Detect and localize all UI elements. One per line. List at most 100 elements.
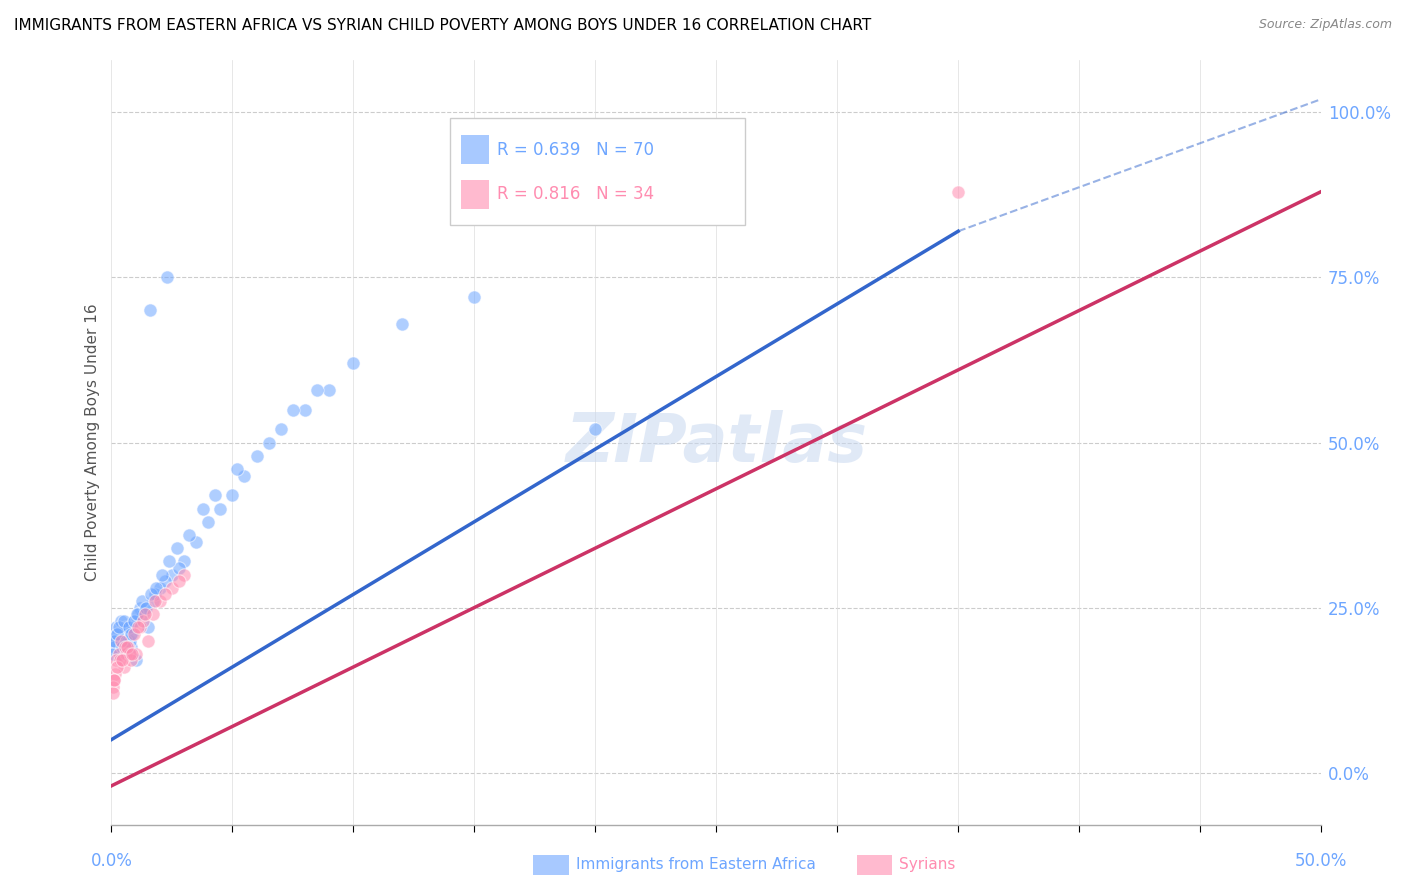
Point xyxy=(114,620,136,634)
Point xyxy=(111,633,134,648)
Point xyxy=(159,554,181,568)
Point xyxy=(141,594,163,608)
Point xyxy=(294,402,316,417)
Point xyxy=(221,488,243,502)
Point xyxy=(120,653,142,667)
Point xyxy=(204,488,226,502)
Point xyxy=(318,383,340,397)
Point xyxy=(166,541,188,556)
Point xyxy=(129,620,152,634)
Point xyxy=(257,435,280,450)
Point xyxy=(121,627,143,641)
Point xyxy=(107,633,129,648)
Point xyxy=(103,633,125,648)
Point xyxy=(132,607,155,622)
Point xyxy=(107,627,129,641)
Point xyxy=(108,620,131,634)
Point xyxy=(103,673,125,688)
Point xyxy=(115,640,138,655)
Point xyxy=(115,633,138,648)
Point xyxy=(193,501,215,516)
Point xyxy=(173,567,195,582)
Point xyxy=(167,561,190,575)
Point xyxy=(108,647,131,661)
Point xyxy=(124,614,146,628)
Point xyxy=(110,640,132,655)
Text: Source: ZipAtlas.com: Source: ZipAtlas.com xyxy=(1258,18,1392,31)
Text: IMMIGRANTS FROM EASTERN AFRICA VS SYRIAN CHILD POVERTY AMONG BOYS UNDER 16 CORRE: IMMIGRANTS FROM EASTERN AFRICA VS SYRIAN… xyxy=(14,18,872,33)
Point xyxy=(104,633,127,648)
Point xyxy=(391,317,413,331)
Point xyxy=(139,303,162,318)
Point xyxy=(209,501,232,516)
Point xyxy=(583,422,606,436)
Point xyxy=(105,627,128,641)
Point xyxy=(150,567,173,582)
Point xyxy=(124,627,146,641)
Text: ZIPatlas: ZIPatlas xyxy=(565,409,868,475)
Point xyxy=(118,647,141,661)
Point xyxy=(342,356,364,370)
Point xyxy=(134,600,156,615)
Point xyxy=(110,633,132,648)
Point xyxy=(153,574,176,589)
Point xyxy=(111,653,134,667)
Point xyxy=(125,607,148,622)
Point xyxy=(131,594,153,608)
Point xyxy=(946,185,969,199)
Point xyxy=(122,614,145,628)
Point xyxy=(107,647,129,661)
Point xyxy=(270,422,292,436)
Text: 0.0%: 0.0% xyxy=(90,852,132,871)
Point xyxy=(120,627,142,641)
Point xyxy=(463,290,485,304)
Point xyxy=(160,581,183,595)
Point xyxy=(101,647,124,661)
Point xyxy=(136,633,159,648)
Point xyxy=(281,402,304,417)
Point xyxy=(173,554,195,568)
Point xyxy=(149,594,172,608)
Point xyxy=(117,640,139,655)
Point xyxy=(103,686,125,700)
Point xyxy=(115,620,138,634)
Point xyxy=(124,653,146,667)
Point xyxy=(141,607,163,622)
Point xyxy=(245,449,267,463)
Point xyxy=(112,614,135,628)
Point xyxy=(103,640,125,655)
Point xyxy=(104,666,127,681)
Point xyxy=(118,633,141,648)
Point xyxy=(105,620,128,634)
Point xyxy=(145,581,167,595)
Point xyxy=(127,607,149,622)
Point xyxy=(153,587,176,601)
Point xyxy=(132,614,155,628)
Point xyxy=(184,534,207,549)
Point xyxy=(120,640,142,655)
Point xyxy=(112,660,135,674)
Point xyxy=(115,627,138,641)
Y-axis label: Child Poverty Among Boys Under 16: Child Poverty Among Boys Under 16 xyxy=(86,303,100,582)
Text: 50.0%: 50.0% xyxy=(1295,852,1347,871)
Point xyxy=(305,383,328,397)
Point xyxy=(110,614,132,628)
Point xyxy=(114,640,136,655)
Point xyxy=(135,600,157,615)
Point xyxy=(226,462,249,476)
Point xyxy=(112,647,135,661)
Point xyxy=(197,515,219,529)
Point xyxy=(160,567,183,582)
Point xyxy=(103,673,125,688)
Point xyxy=(233,468,256,483)
Point xyxy=(143,594,166,608)
Point xyxy=(141,587,163,601)
Point xyxy=(115,647,138,661)
Point xyxy=(127,620,149,634)
Point xyxy=(149,581,172,595)
Point xyxy=(124,647,146,661)
Text: R = 0.639   N = 70: R = 0.639 N = 70 xyxy=(496,141,654,159)
Point xyxy=(108,653,131,667)
Point xyxy=(177,528,200,542)
Point xyxy=(121,647,143,661)
